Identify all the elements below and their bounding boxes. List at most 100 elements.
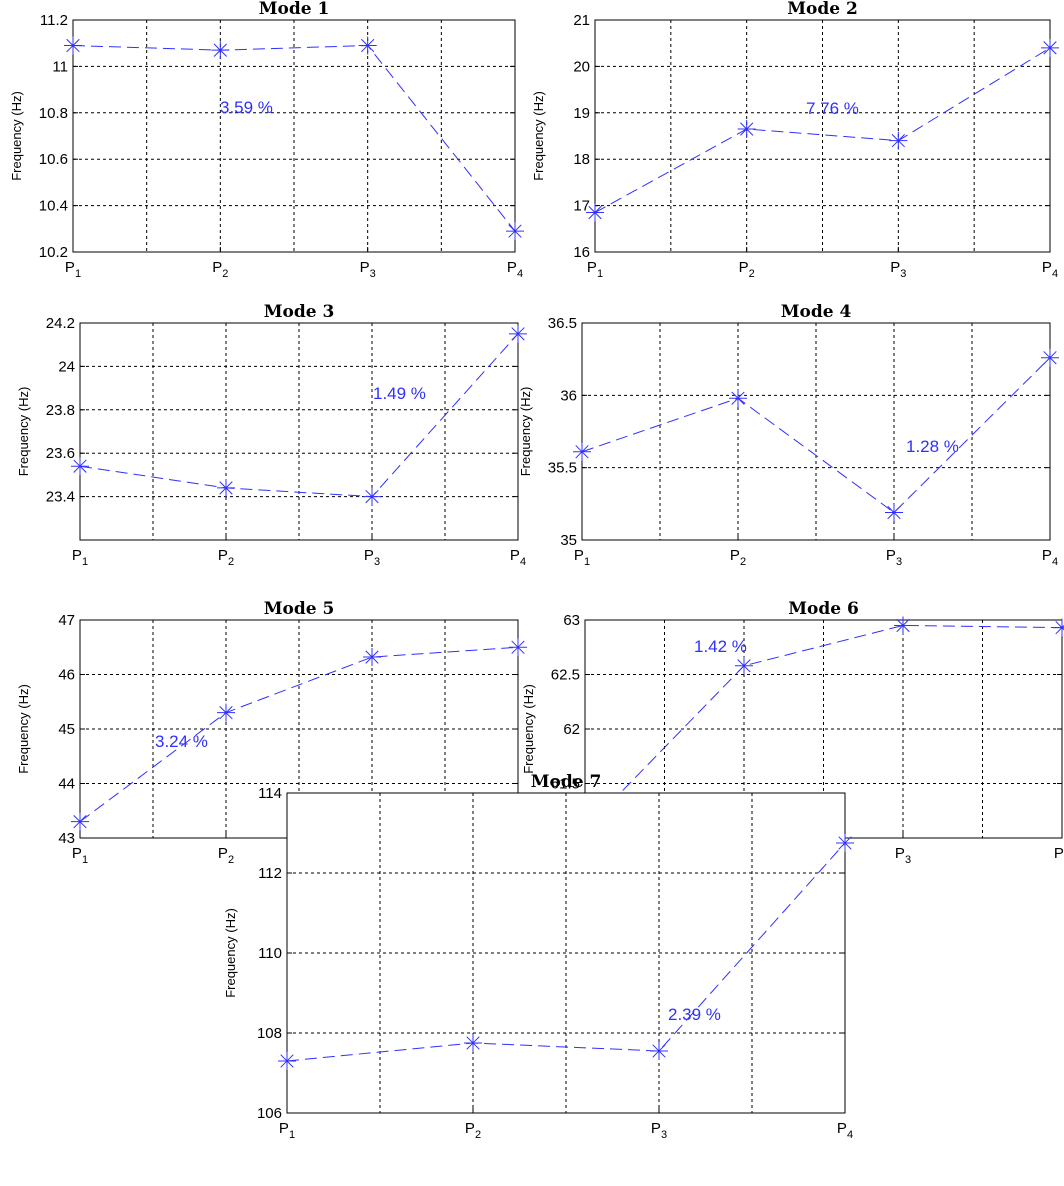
grid-horizontal (80, 365, 518, 498)
y-tick-label: 61.5 (551, 776, 580, 793)
y-tick-label: 112 (258, 865, 282, 882)
y-tick-label: 45 (58, 721, 75, 738)
x-tick-label: P2 (212, 259, 228, 280)
annotation-label: 1.28 % (906, 437, 959, 456)
y-tick-label: 62.5 (551, 667, 580, 684)
x-tick-label: P4 (510, 547, 526, 568)
x-tick-label: P3 (895, 845, 911, 866)
y-axis-label: Frequency (Hz) (16, 684, 31, 774)
annotation-label: 3.24 % (155, 732, 208, 751)
annotation-label: 1.42 % (694, 637, 747, 656)
data-point (64, 36, 82, 55)
subplot-mode-1: 10.2 10.4 10.6 10.8 11 11.2 P1 P2 P3 P4 Mode 1 Freq… (9, 0, 524, 280)
data-point (464, 1034, 482, 1052)
data-point (217, 703, 235, 722)
y-tick-label: 16 (573, 244, 590, 261)
x-tick-label: P1 (574, 547, 590, 568)
subplot-title: Mode 7 (531, 772, 602, 792)
y-axis-label: Frequency (Hz) (16, 387, 31, 477)
grid-horizontal (80, 674, 518, 784)
x-tick-label: P3 (360, 259, 376, 280)
y-tick-label: 44 (58, 776, 75, 793)
y-tick-label: 106 (257, 1105, 282, 1122)
y-tick-label: 20 (573, 58, 590, 75)
series-line (72, 45, 516, 232)
data-point (363, 648, 381, 667)
y-tick-label: 10.8 (39, 105, 68, 122)
x-tick-label: P2 (465, 1120, 481, 1141)
data-point (737, 120, 756, 139)
data-point (358, 36, 377, 55)
data-point (586, 203, 604, 222)
x-tick-label: P1 (279, 1120, 295, 1141)
y-tick-label: 46 (58, 667, 75, 684)
x-tick-label: P3 (890, 259, 906, 280)
subplot-mode-7: 106 108 110 112 114 P1 P2 P3 P4 Mode 7 Frequency (… (223, 772, 854, 1141)
y-tick-label: 114 (258, 785, 282, 802)
series-line (286, 842, 846, 1062)
data-point (71, 457, 89, 476)
data-point (573, 442, 591, 461)
data-point (894, 616, 912, 635)
y-tick-label: 43 (58, 830, 75, 847)
y-tick-label: 24.2 (46, 315, 75, 332)
annotation-label: 3.59 % (220, 98, 273, 117)
annotation-label: 7.76 % (806, 99, 859, 118)
subplot-title: Mode 6 (788, 599, 859, 619)
x-tick-label: P4 (507, 259, 523, 280)
y-tick-label: 18 (573, 151, 590, 168)
y-axis-label: Frequency (Hz) (521, 684, 536, 774)
y-tick-label: 23.4 (46, 489, 75, 506)
subplot-title: Mode 2 (787, 0, 858, 19)
subplot-title: Mode 1 (259, 0, 330, 19)
series-line (594, 47, 1051, 213)
y-tick-label: 110 (258, 945, 282, 962)
data-point (363, 487, 381, 506)
grid-horizontal (595, 65, 1050, 207)
y-tick-label: 21 (573, 12, 590, 29)
x-tick-label: P1 (65, 259, 81, 280)
subplot-mode-3: 23.4 23.6 23.8 24 24.2 P1 P2 P3 P4 Mode 3 Frequenc… (16, 302, 527, 568)
subplot-mode-4: 35 35.5 36 36.5 P1 P2 P3 P4 Mode 4 Frequency (Hz)… (518, 302, 1059, 568)
y-tick-label: 35.5 (548, 460, 577, 477)
grid-horizontal (287, 872, 845, 1034)
y-tick-label: 17 (573, 198, 590, 215)
series-line (584, 624, 1063, 830)
data-point (509, 324, 527, 343)
y-tick-label: 11 (52, 58, 68, 75)
y-tick-label: 63 (563, 612, 580, 629)
y-tick-label: 19 (573, 105, 590, 122)
x-tick-label: P4 (1042, 259, 1058, 280)
grid-horizontal (582, 394, 1050, 469)
x-tick-label: P3 (886, 547, 902, 568)
data-point (1041, 38, 1059, 57)
subplot-title: Mode 4 (781, 302, 852, 322)
y-tick-label: 36.5 (548, 315, 577, 332)
x-tick-label: P3 (364, 547, 380, 568)
x-tick-label: P2 (730, 547, 746, 568)
subplot-title: Mode 3 (264, 302, 335, 322)
data-point (885, 503, 903, 522)
data-point (836, 834, 854, 852)
x-tick-label: P2 (218, 845, 234, 866)
grid-horizontal (73, 65, 515, 207)
x-tick-label: P2 (218, 547, 234, 568)
series-line (581, 357, 1051, 514)
y-tick-label: 11.2 (40, 12, 68, 29)
data-point (217, 478, 235, 497)
x-tick-label: P1 (72, 845, 88, 866)
data-point (729, 389, 747, 408)
y-tick-label: 10.6 (39, 151, 68, 168)
y-tick-label: 62 (563, 721, 580, 738)
x-tick-label: P4 (1042, 547, 1058, 568)
subplot-title: Mode 5 (264, 599, 335, 619)
y-axis-label: Frequency (Hz) (9, 91, 24, 181)
y-tick-label: 10.4 (39, 198, 68, 215)
subplot-mode-2: 16 17 18 19 20 21 P1 P2 P3 P4 Mode 2 Frequency (Hz)… (531, 0, 1059, 280)
x-tick-label: P4 (837, 1120, 853, 1141)
annotation-label: 1.49 % (373, 384, 426, 403)
data-point (1053, 618, 1064, 637)
x-tick-label: P3 (651, 1120, 667, 1141)
data-point (1041, 348, 1059, 367)
